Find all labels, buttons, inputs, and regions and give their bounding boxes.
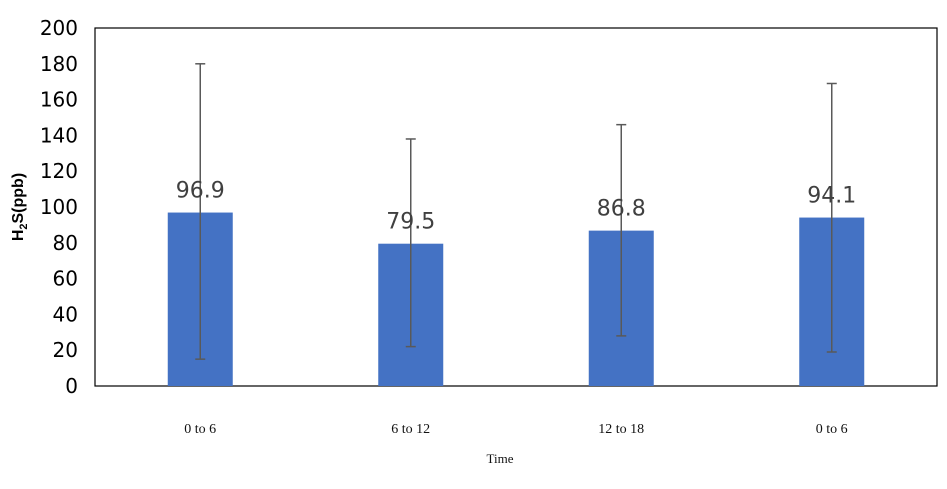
y-tick-label: 100 [40,195,78,219]
y-tick-label: 60 [53,267,78,291]
y-axis-title-base: H [10,230,27,242]
y-axis-title-rest: S(ppb) [10,173,27,224]
y-tick-label: 180 [40,52,78,76]
data-label: 96.9 [176,179,225,204]
y-tick-label: 20 [53,338,78,362]
bars [167,212,865,386]
x-tick-label: 0 to 6 [816,422,848,437]
y-tick-label: 160 [40,88,78,112]
y-axis-title-subscript: 2 [18,223,30,229]
x-tick-label: 0 to 6 [184,422,216,437]
x-tick-label: 12 to 18 [598,422,644,437]
data-label: 86.8 [597,197,646,222]
y-axis-title: H2S(ppb) [10,173,30,241]
y-tick-label: 200 [40,16,78,40]
x-tick-label: 6 to 12 [391,422,430,437]
y-tick-label: 0 [65,374,78,398]
y-tick-label: 40 [53,302,78,326]
y-tick-label: 140 [40,123,78,147]
data-label: 94.1 [807,184,856,209]
data-label: 79.5 [386,210,435,235]
y-tick-label: 120 [40,159,78,183]
plot-frame [94,27,938,387]
data-labels: 96.9 79.5 86.8 94.1 [176,179,856,235]
x-axis-title: Time [487,451,514,466]
x-axis-ticks: 0 to 6 6 to 12 12 to 18 0 to 6 [184,422,847,437]
y-axis-ticks: 0 20 40 60 80 100 120 140 160 180 200 [40,16,78,398]
error-bars [195,63,837,360]
y-tick-label: 80 [53,231,78,255]
